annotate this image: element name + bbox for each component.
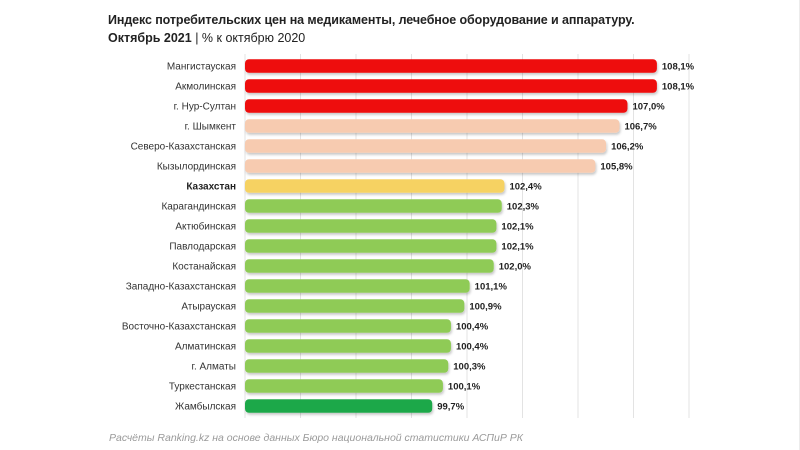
- category-label: Павлодарская: [169, 242, 236, 253]
- category-label: Алматинская: [175, 342, 236, 353]
- category-label: Карагандинская: [161, 202, 236, 213]
- category-label: Северо-Казахстанская: [131, 142, 236, 153]
- bar: [245, 159, 596, 173]
- category-label: г. Шымкент: [185, 122, 237, 133]
- category-label: Мангистауская: [167, 62, 236, 73]
- category-label: Туркестанская: [169, 382, 236, 393]
- category-label: Жамбылская: [175, 401, 236, 413]
- value-label: 106,7%: [624, 122, 657, 133]
- bar: [245, 239, 497, 253]
- category-label: Западно-Казахстанская: [126, 282, 236, 293]
- bar: [245, 379, 443, 393]
- bar: [245, 179, 505, 193]
- chart-title: Индекс потребительских цен на медикамент…: [108, 13, 635, 27]
- category-label: Кызылординская: [157, 162, 236, 173]
- value-label: 108,1%: [662, 82, 695, 93]
- value-label: 108,1%: [662, 62, 695, 73]
- value-label: 101,1%: [475, 282, 508, 293]
- value-label: 100,4%: [456, 342, 489, 353]
- bar: [245, 199, 502, 213]
- bar: [245, 139, 607, 153]
- chart-subtitle: Октябрь 2021 | % к октябрю 2020: [108, 31, 305, 45]
- value-label: 102,3%: [507, 202, 540, 213]
- value-label: 102,1%: [501, 222, 534, 233]
- value-label: 99,7%: [437, 402, 464, 413]
- value-label: 105,8%: [600, 162, 633, 173]
- category-label: г. Нур-Султан: [174, 102, 236, 113]
- category-label: Костанайская: [172, 262, 236, 273]
- value-label: 106,2%: [611, 142, 644, 153]
- bar: [245, 119, 620, 133]
- bar: [245, 359, 449, 373]
- grid-lines: [244, 54, 690, 418]
- bar: [245, 79, 657, 93]
- value-label: 107,0%: [632, 102, 665, 113]
- bars-group: [245, 59, 657, 413]
- category-label: Актюбинская: [175, 221, 236, 233]
- bar: [245, 399, 433, 413]
- bar: [245, 279, 470, 293]
- bar: [245, 339, 451, 353]
- bar: [245, 299, 465, 313]
- value-label: 100,1%: [448, 382, 481, 393]
- value-label: 100,3%: [453, 362, 486, 373]
- bar: [245, 59, 657, 73]
- category-label: Атырауская: [181, 302, 236, 313]
- bar: [245, 319, 451, 333]
- value-label: 102,4%: [509, 182, 542, 193]
- bar: [245, 259, 494, 273]
- category-label: Казахстан: [186, 182, 236, 193]
- bar: [245, 99, 628, 113]
- subtitle-unit: | % к октябрю 2020: [191, 31, 306, 45]
- value-label: 102,1%: [501, 242, 534, 253]
- labels-group: Мангистауская 108,1% Акмолинская 108,1% г. Н…: [122, 62, 695, 413]
- source-note: Расчёты Ranking.kz на основе данных Бюро…: [109, 432, 523, 444]
- value-label: 102,0%: [499, 262, 532, 273]
- subtitle-period: Октябрь 2021: [108, 31, 192, 45]
- value-label: 100,9%: [469, 302, 502, 313]
- category-label: г. Алматы: [192, 362, 236, 373]
- value-label: 100,4%: [456, 322, 489, 333]
- bar: [245, 219, 497, 233]
- category-label: Акмолинская: [175, 82, 236, 93]
- category-label: Восточно-Казахстанская: [122, 322, 236, 333]
